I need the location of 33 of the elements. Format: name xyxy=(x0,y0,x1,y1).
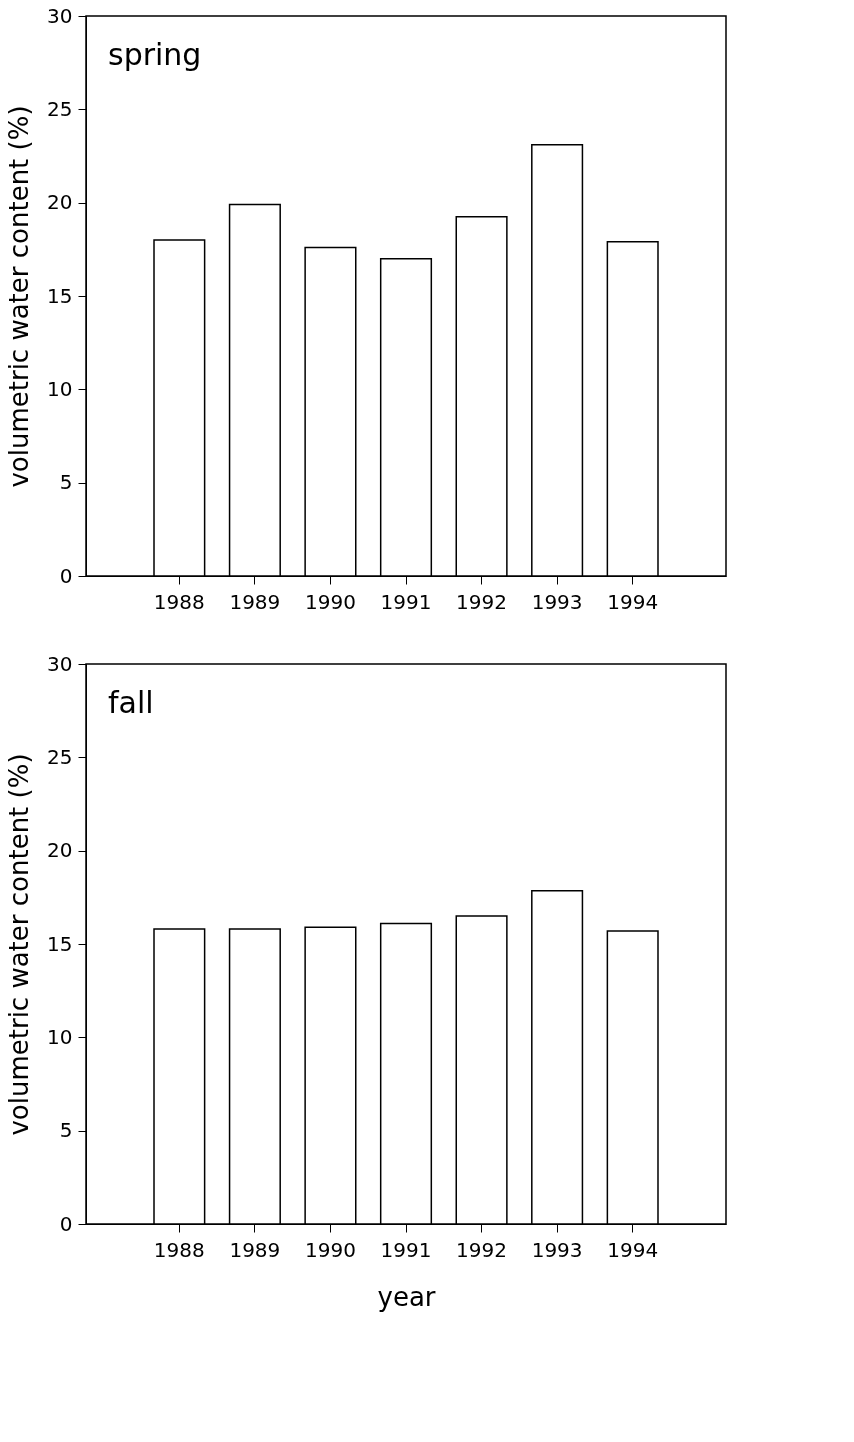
y-axis-title: volumetric water content (%) xyxy=(4,753,35,1136)
text: spring xyxy=(108,37,202,72)
x-tick-label: 1988 xyxy=(153,1237,205,1262)
y-tick-label: 0 xyxy=(59,563,73,588)
x-tick-label: 1990 xyxy=(304,589,356,614)
y-tick-label: 30 xyxy=(47,3,73,28)
x-tick-label: 1988 xyxy=(153,589,205,614)
x-tick-label: 1992 xyxy=(456,589,508,614)
x-tick-label: 1994 xyxy=(607,1237,659,1262)
y-tick-label: 20 xyxy=(47,838,73,863)
x-tick-label: 1992 xyxy=(456,1237,508,1262)
x-tick-label: 1993 xyxy=(531,1237,583,1262)
y-axis-title: volumetric water content (%) xyxy=(4,105,35,488)
x-tick-label: 1991 xyxy=(380,589,432,614)
y-tick-label: 25 xyxy=(47,96,73,121)
text: fall xyxy=(108,685,154,720)
x-tick-label: 1989 xyxy=(229,589,281,614)
y-tick-label: 25 xyxy=(47,744,73,769)
x-tick-label: 1994 xyxy=(607,589,659,614)
y-tick-label: 10 xyxy=(47,376,73,401)
y-tick-label: 5 xyxy=(59,1118,73,1143)
x-tick-label: 1989 xyxy=(229,1237,281,1262)
y-tick-label: 5 xyxy=(59,470,73,495)
y-tick-label: 15 xyxy=(47,931,73,956)
x-tick-label: 1990 xyxy=(304,1237,356,1262)
x-axis-title: year xyxy=(377,1281,436,1312)
y-tick-label: 20 xyxy=(47,190,73,215)
x-tick-label: 1991 xyxy=(380,1237,432,1262)
y-tick-label: 30 xyxy=(47,651,73,676)
x-tick-label: 1993 xyxy=(531,589,583,614)
y-tick-label: 10 xyxy=(47,1024,73,1049)
y-tick-label: 15 xyxy=(47,283,73,308)
y-tick-label: 0 xyxy=(59,1211,73,1236)
